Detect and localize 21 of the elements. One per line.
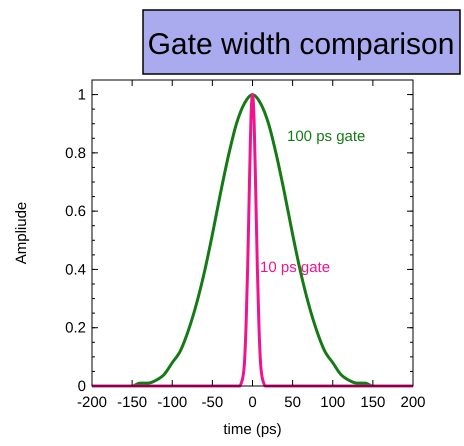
x-tick-label: -100 <box>157 394 188 411</box>
x-tick-label: 0 <box>248 394 257 411</box>
x-tick-label: 100 <box>320 394 346 411</box>
x-tick-label: -200 <box>76 394 108 411</box>
annotation: 10 ps gate <box>260 259 330 276</box>
y-tick-label: 0.6 <box>65 203 86 220</box>
annotation: 100 ps gate <box>287 128 366 145</box>
chart-title: Gate width comparison <box>148 28 454 61</box>
x-axis-title: time (ps) <box>223 421 282 438</box>
x-tick-label: 150 <box>360 394 386 411</box>
y-axis-title: Ampliude <box>13 202 30 264</box>
x-tick-label: 50 <box>284 394 301 411</box>
y-tick-label: 0 <box>78 378 86 395</box>
x-tick-label: 200 <box>400 394 426 411</box>
x-tick-label: -50 <box>202 394 224 411</box>
line-series <box>90 93 414 388</box>
y-tick-label: 1 <box>78 86 86 104</box>
y-tick-label: 0.4 <box>65 261 86 278</box>
y-tick-label: 0.2 <box>65 320 86 337</box>
x-tick-label: -150 <box>117 394 148 411</box>
y-tick-label: 0.8 <box>65 144 86 162</box>
